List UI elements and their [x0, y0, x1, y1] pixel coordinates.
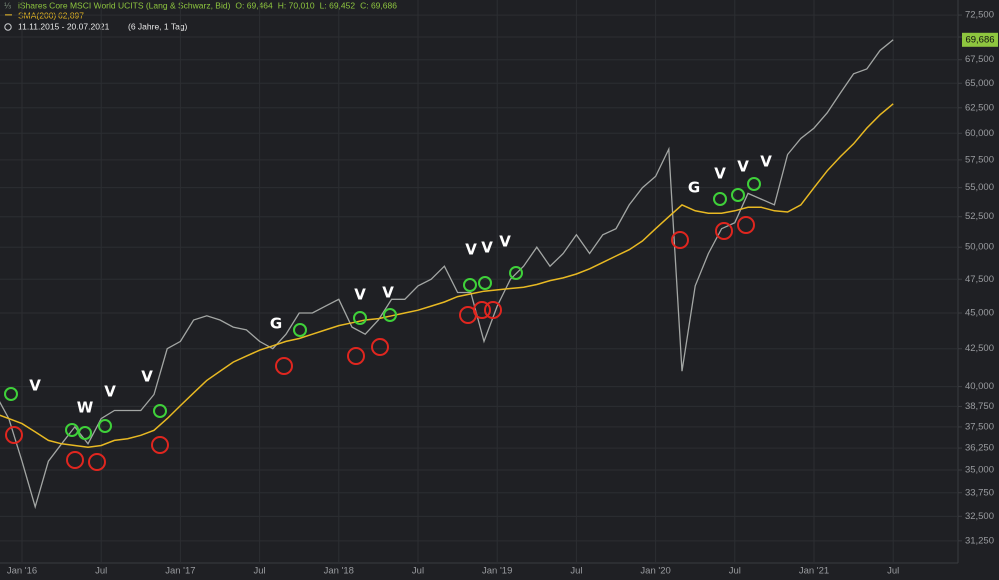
hand-circle [66, 451, 84, 469]
annotation: V [737, 158, 749, 176]
x-tick-label: Jan '16 [7, 566, 37, 577]
x-tick-label: Jan '20 [640, 566, 670, 577]
hand-circle [383, 308, 397, 322]
logo: ⅓ [4, 0, 11, 10]
annotation: V [465, 241, 477, 259]
hand-circle [737, 216, 755, 234]
price-line [0, 39, 894, 510]
hand-circle [671, 231, 689, 249]
annotation: W [77, 399, 94, 417]
y-tick-label: 67,500 [965, 54, 994, 65]
annotation: V [714, 165, 726, 183]
y-tick-label: 62,500 [965, 102, 994, 113]
grid [0, 0, 958, 563]
y-tick-label: 47,500 [965, 274, 994, 285]
x-tick-label: Jan '21 [799, 566, 829, 577]
annotation: V [760, 153, 772, 171]
annotation: G [270, 315, 282, 333]
x-tick-label: Jul [412, 566, 424, 577]
instrument-title: iShares Core MSCI World UCITS (Lang & Sc… [18, 0, 231, 10]
y-tick-label: 52,500 [965, 211, 994, 222]
x-tick-label: Jan '19 [482, 566, 512, 577]
hand-circle [153, 404, 167, 418]
hand-circle [715, 222, 733, 240]
y-tick-label: 33,750 [965, 487, 994, 498]
y-tick-label: 32,500 [965, 511, 994, 522]
hand-circle [463, 278, 477, 292]
y-tick-label: 31,250 [965, 535, 994, 546]
x-tick-label: Jul [887, 566, 899, 577]
x-tick-label: Jan '18 [324, 566, 354, 577]
last-price-tag [962, 32, 998, 47]
annotation: V [354, 286, 366, 304]
annotation: V [382, 284, 394, 302]
y-tick-label: 55,000 [965, 182, 994, 193]
hand-circle [293, 323, 307, 337]
x-tick-label: Jul [570, 566, 582, 577]
hand-circle [347, 347, 365, 365]
last-price-label: 69,686 [965, 34, 994, 45]
clock-icon [4, 23, 12, 31]
hand-circle [371, 338, 389, 356]
y-tick-label: 40,000 [965, 381, 994, 392]
ohlc-value: C: 69,686 [360, 0, 397, 10]
x-tick-label: Jul [95, 566, 107, 577]
hand-circle [484, 301, 502, 319]
x-tick-label: Jan '17 [165, 566, 195, 577]
annotation: V [104, 383, 116, 401]
annotation: V [481, 239, 493, 257]
hand-circle [65, 423, 79, 437]
annotation: V [29, 377, 41, 395]
y-tick-label: 45,000 [965, 308, 994, 319]
hand-circle [88, 453, 106, 471]
y-tick-label: 42,500 [965, 343, 994, 354]
period: 11.11.2015 - 20.07.2021 [18, 21, 110, 31]
hand-circle [473, 301, 491, 319]
hand-circle [747, 177, 761, 191]
ohlc-value: O: 69,464 [235, 0, 273, 10]
hand-circle [353, 311, 367, 325]
hand-circle [478, 276, 492, 290]
hand-circle [731, 188, 745, 202]
hand-circle [713, 192, 727, 206]
hand-circle [275, 357, 293, 375]
y-tick-label: 65,000 [965, 78, 994, 89]
ohlc-value: L: 69,452 [320, 0, 356, 10]
y-tick-label: 37,500 [965, 421, 994, 432]
y-tick-label: 36,250 [965, 443, 994, 454]
hand-circle [78, 426, 92, 440]
hand-circle [151, 436, 169, 454]
hand-circle [98, 419, 112, 433]
y-tick-label: 35,000 [965, 465, 994, 476]
hand-circle [509, 266, 523, 280]
y-tick-label: 38,750 [965, 401, 994, 412]
y-tick-label: 57,500 [965, 154, 994, 165]
y-tick-label: 50,000 [965, 242, 994, 253]
span: (6 Jahre, 1 Tag) [128, 21, 188, 31]
annotation: G [688, 179, 700, 197]
annotation: V [499, 233, 511, 251]
annotation: V [141, 368, 153, 386]
x-tick-label: Jul [254, 566, 266, 577]
ohlc-value: H: 70,010 [278, 0, 315, 10]
x-tick-label: Jul [729, 566, 741, 577]
y-tick-label: 72,500 [965, 10, 994, 21]
y-tick-label: 60,000 [965, 128, 994, 139]
hand-circle [5, 426, 23, 444]
sma-line [0, 103, 894, 448]
hand-circle [4, 387, 18, 401]
